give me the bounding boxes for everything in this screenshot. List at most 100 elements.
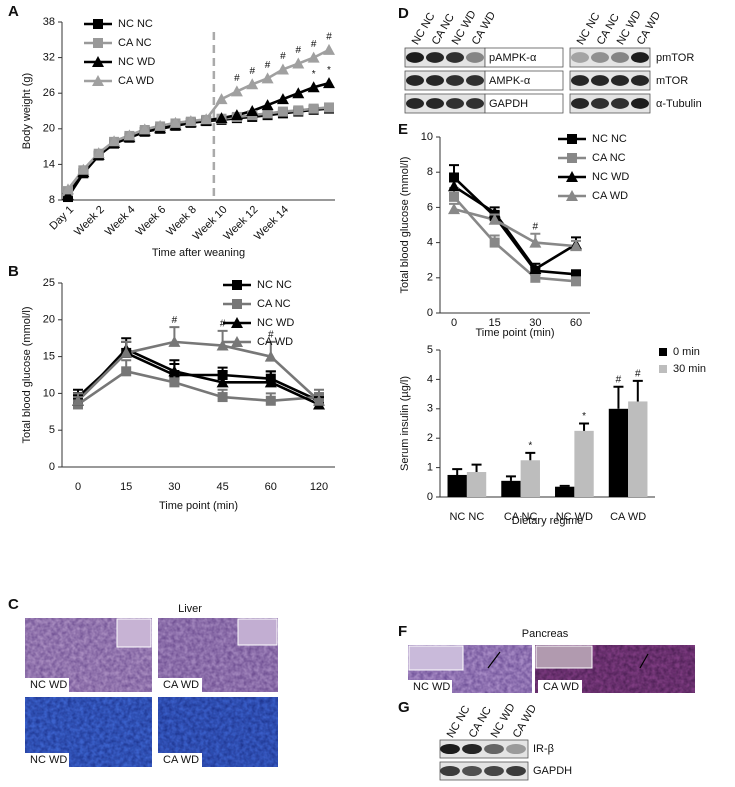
x-tick-label: 120 — [310, 481, 328, 493]
blot-band — [466, 75, 484, 86]
label-box — [25, 678, 69, 692]
image-label: CA WD — [543, 681, 579, 693]
series-line — [453, 185, 577, 271]
y-tick-label: 4 — [427, 373, 433, 385]
protein-label: GAPDH — [533, 765, 572, 777]
protein-label: pmTOR — [656, 52, 694, 64]
legend-label: NC WD — [257, 317, 294, 329]
marker — [93, 19, 103, 29]
blot-band — [462, 743, 482, 755]
image-label: CA WD — [163, 754, 199, 766]
y-tick-label: 3 — [427, 403, 433, 415]
blot-band — [631, 52, 649, 63]
protein-label: IR-β — [533, 743, 554, 755]
error-bar — [613, 385, 624, 409]
annotation: # — [172, 315, 178, 326]
x-tick-label: 0 — [75, 481, 81, 493]
marker — [308, 103, 319, 114]
panel-letter: A — [8, 3, 19, 20]
error-bar — [559, 484, 570, 487]
x-tick-label: NC WD — [556, 511, 593, 523]
marker — [265, 395, 276, 406]
legend-label: CA WD — [257, 336, 293, 348]
marker — [215, 112, 228, 124]
marker — [276, 93, 289, 105]
marker — [168, 335, 181, 347]
protein-label: mTOR — [656, 75, 688, 87]
x-tick-label: 15 — [120, 481, 132, 493]
blot-strip — [569, 47, 651, 68]
marker — [62, 189, 74, 201]
y-tick-label: 32 — [43, 52, 55, 64]
y-axis-label: Total blood glucose (mmol/l) — [399, 157, 411, 294]
marker — [200, 113, 213, 125]
protein-label: AMPK-α — [489, 75, 531, 87]
y-tick-label: 8 — [427, 166, 433, 178]
marker — [154, 119, 167, 131]
panel-letter: D — [398, 5, 409, 22]
inset — [116, 618, 152, 648]
liver-panel: Liver NC WD CA WD NC WD CA WD — [25, 603, 278, 767]
chart: 0 5 10 15 20 25 0 15 30 45 60 120 Total blood glucos… — [21, 277, 335, 512]
marker — [246, 78, 259, 90]
marker — [262, 108, 273, 119]
x-tick-label: 0 — [451, 317, 457, 329]
marker — [261, 99, 274, 111]
marker — [92, 147, 105, 159]
marker — [72, 394, 84, 406]
marker — [169, 377, 180, 388]
x-tick-label: CA WD — [610, 511, 646, 523]
error-bar — [471, 463, 482, 473]
blot-strip — [569, 70, 651, 91]
blot-band — [440, 743, 460, 755]
marker — [216, 339, 229, 351]
marker — [307, 51, 320, 63]
marker — [261, 72, 274, 84]
x-tick-label: 60 — [265, 481, 277, 493]
y-axis-label: Body weight (g) — [21, 73, 33, 149]
marker — [217, 392, 228, 403]
y-tick-label: 20 — [43, 314, 55, 326]
y-tick-label: 0 — [427, 307, 433, 319]
legend-label: CA NC — [118, 37, 152, 49]
protein-label: α-Tubulin — [656, 98, 702, 110]
marker — [530, 272, 541, 283]
y-tick-label: 0 — [427, 491, 433, 503]
marker — [529, 236, 542, 248]
error-bar — [505, 475, 516, 481]
liver-title: Liver — [178, 603, 202, 615]
pancreas-title: Pancreas — [522, 628, 569, 640]
marker — [307, 81, 320, 93]
marker — [292, 57, 305, 69]
label-box — [484, 93, 564, 114]
x-tick-label: Week 6 — [134, 204, 169, 239]
marker — [230, 109, 243, 121]
legend-label: CA WD — [118, 75, 154, 87]
marker — [232, 280, 242, 290]
pancreas-panel: Pancreas NC WD CA WD — [408, 628, 695, 693]
blot-band — [406, 52, 424, 63]
marker — [529, 263, 542, 274]
image-label: NC WD — [30, 754, 67, 766]
x-tick-label: Week 2 — [72, 204, 107, 239]
y-tick-label: 14 — [43, 158, 55, 170]
blot-band — [484, 743, 504, 755]
y-tick-label: 15 — [43, 351, 55, 363]
legend-label: NC NC — [257, 279, 292, 291]
chart: 0 2 4 6 8 10 0 15 30 60 Total blood glucose (mmol/… — [399, 131, 629, 339]
y-tick-label: 38 — [43, 16, 55, 28]
x-tick-label: 30 — [168, 481, 180, 493]
series-line — [66, 81, 330, 196]
x-tick-label: 15 — [489, 317, 501, 329]
blot-band — [426, 98, 444, 109]
x-tick-label: 45 — [216, 481, 228, 493]
axes — [439, 137, 590, 314]
x-tick-label: 30 — [529, 317, 541, 329]
marker — [449, 191, 459, 202]
marker — [277, 106, 288, 117]
marker — [230, 85, 243, 97]
y-tick-label: 6 — [427, 201, 433, 213]
blot-band — [426, 52, 444, 63]
legend-label: CA NC — [257, 298, 291, 310]
